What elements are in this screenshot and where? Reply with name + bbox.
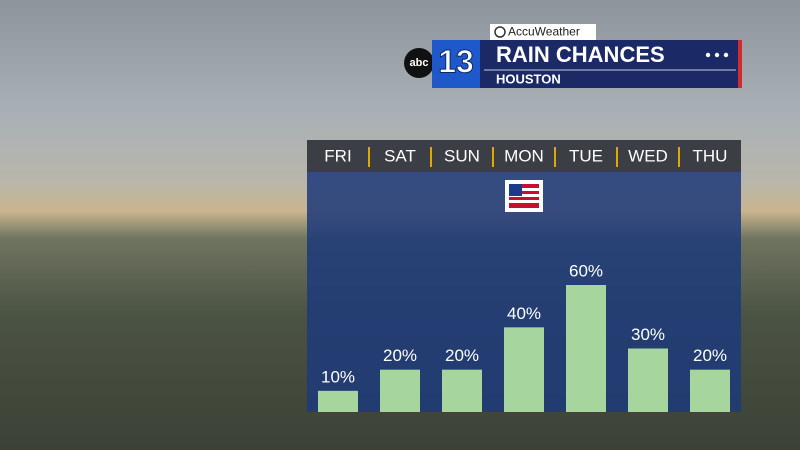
data-label: 20%	[383, 346, 417, 365]
channel-box	[432, 40, 480, 88]
x-tick-label: SUN	[444, 146, 480, 165]
provider-tag	[490, 24, 596, 40]
title-accent	[738, 40, 742, 88]
data-label: 40%	[507, 304, 541, 323]
data-label: 20%	[693, 346, 727, 365]
bar	[690, 369, 730, 412]
bar	[318, 390, 358, 412]
data-label: 30%	[631, 325, 665, 344]
provider-name: AccuWeather	[508, 25, 580, 39]
x-tick-label: THU	[693, 146, 728, 165]
x-tick-label: WED	[628, 146, 668, 165]
data-label: 10%	[321, 367, 355, 386]
x-tick-label: MON	[504, 146, 544, 165]
bar	[504, 327, 544, 412]
bar	[380, 369, 420, 412]
title-box	[480, 40, 738, 88]
chart-title: RAIN CHANCES	[496, 42, 665, 67]
chart-subtitle: HOUSTON	[496, 71, 561, 86]
day-header	[307, 140, 741, 172]
data-label: 60%	[569, 261, 603, 280]
network-logo	[404, 48, 434, 78]
data-label: 20%	[445, 346, 479, 365]
channel-number: 13	[438, 43, 474, 79]
network-name: abc	[410, 57, 429, 69]
bar	[566, 285, 606, 412]
x-tick-label: TUE	[569, 146, 603, 165]
bar	[628, 348, 668, 412]
flag-icon	[505, 180, 543, 212]
menu-dots	[705, 52, 729, 58]
bar	[442, 369, 482, 412]
x-tick-label: FRI	[324, 146, 351, 165]
x-tick-label: SAT	[384, 146, 416, 165]
provider-icon	[494, 26, 506, 38]
